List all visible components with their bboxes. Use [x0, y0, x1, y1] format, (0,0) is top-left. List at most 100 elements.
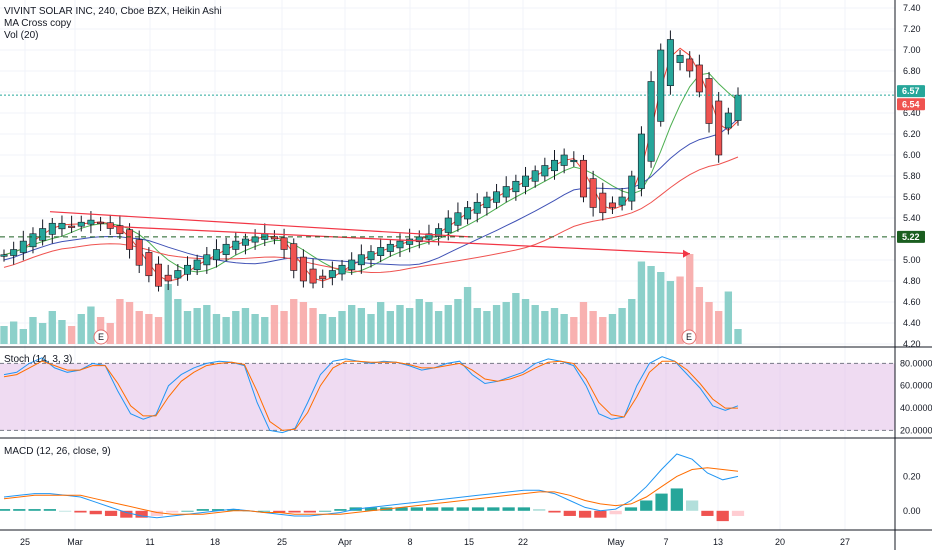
volume-bar — [348, 305, 356, 344]
stochastic-lines — [3, 356, 739, 434]
price-tick-label: 4.60 — [903, 297, 921, 307]
candle-up — [10, 249, 18, 256]
volume-bar — [164, 284, 172, 344]
macd-legend: MACD (12, 26, close, 9) — [4, 446, 111, 457]
candle-up — [357, 254, 365, 266]
macd-histogram-bar — [655, 493, 668, 511]
volume-bar — [434, 311, 443, 344]
volume-bar — [502, 302, 510, 344]
volume-bar — [9, 321, 18, 344]
time-tick-label: May — [607, 537, 625, 547]
candle-up — [657, 49, 665, 122]
candle-up — [328, 270, 336, 278]
time-tick-label: 7 — [663, 537, 668, 547]
volume-bar — [193, 308, 201, 344]
price-tag — [897, 230, 925, 243]
volume-legend: Vol (20) — [4, 30, 38, 41]
volume-bar — [251, 314, 259, 344]
earnings-marker — [93, 329, 109, 345]
volume-bar — [463, 287, 472, 344]
macd-histogram-bar — [594, 510, 607, 518]
candle-down — [116, 225, 124, 235]
volume-bar — [531, 305, 539, 344]
candle-up — [377, 247, 385, 256]
candle-up — [464, 207, 472, 220]
volume-bar — [676, 276, 684, 344]
volume-bar — [19, 329, 27, 344]
time-tick-label: Mar — [67, 537, 83, 547]
time-axis: 25 Mar 11 18 25 Apr 8 15 22 May 7 13 20 27 — [20, 537, 850, 547]
candle-up — [251, 236, 259, 243]
candle-down — [309, 268, 317, 284]
volume-bar — [212, 314, 221, 344]
volume-bars — [0, 254, 742, 344]
grid-lines — [0, 0, 895, 530]
macd-histogram-bar — [502, 507, 515, 511]
candle-up — [551, 159, 558, 172]
candle-up — [348, 259, 356, 270]
candle-up — [637, 133, 645, 189]
volume-bar — [521, 299, 530, 344]
candle-up — [58, 222, 66, 230]
price-tick-label: 4.40 — [903, 318, 921, 328]
volume-bar — [145, 314, 153, 344]
stoch-tick-label: 60.0000 — [900, 381, 932, 391]
volume-bar — [222, 317, 230, 344]
trendline-arrow — [111, 225, 691, 255]
volume-bar — [106, 323, 114, 344]
volume-bar — [125, 302, 134, 344]
candle-down — [715, 100, 723, 156]
stoch-legend: Stoch (14, 3, 3) — [4, 354, 72, 365]
macd-histogram-bar — [89, 510, 102, 515]
price-tag — [897, 85, 925, 98]
candle-up — [512, 180, 520, 193]
macd-histogram-bar — [135, 510, 148, 518]
candle-up — [618, 196, 626, 206]
candle-up — [435, 228, 443, 237]
candle-up — [666, 39, 674, 86]
volume-bar — [135, 311, 143, 344]
macd-histogram-bar — [319, 510, 332, 512]
macd-histogram-bar — [563, 510, 576, 516]
volume-bar — [724, 291, 733, 344]
macd-histogram-bar — [74, 510, 87, 513]
volume-bar — [666, 281, 675, 344]
volume-bar — [174, 299, 182, 344]
macd-histogram-bar — [13, 509, 26, 511]
volume-bar — [261, 317, 269, 344]
candle-down — [68, 225, 76, 228]
macd-histogram-bar — [731, 510, 745, 516]
candle-down — [695, 64, 703, 93]
stoch-line — [3, 356, 739, 434]
price-tick-label: 5.60 — [903, 192, 921, 202]
candle-up — [396, 240, 404, 249]
candle-up — [174, 270, 182, 279]
volume-bar — [280, 311, 288, 344]
time-tick-label: 25 — [277, 537, 287, 547]
macd-histogram-bar — [227, 509, 240, 511]
volume-bar — [357, 308, 366, 344]
volume-bar — [116, 299, 124, 344]
volume-bar — [367, 314, 375, 344]
time-tick-label: 8 — [407, 537, 412, 547]
macd-histogram-bar — [517, 507, 531, 511]
volume-bar — [695, 287, 704, 344]
macd-histogram-bar — [334, 509, 347, 511]
macd-histogram-bar — [548, 510, 561, 513]
volume-bar — [29, 317, 37, 344]
candle-down — [608, 202, 616, 208]
candle-down — [290, 243, 298, 271]
stoch-tick-label: 40.0000 — [900, 403, 932, 413]
candle-up — [184, 264, 191, 275]
time-tick-label: 25 — [20, 537, 30, 547]
macd-histogram-bar — [364, 507, 378, 511]
candle-up — [531, 170, 539, 182]
volume-bar — [657, 272, 665, 344]
candle-up — [48, 222, 56, 235]
stoch-band — [0, 363, 895, 431]
earnings-marker-label: E — [98, 332, 104, 342]
price-tick-label: 6.20 — [903, 129, 921, 139]
trendline-arrowhead — [683, 249, 690, 258]
candle-up — [541, 165, 549, 177]
